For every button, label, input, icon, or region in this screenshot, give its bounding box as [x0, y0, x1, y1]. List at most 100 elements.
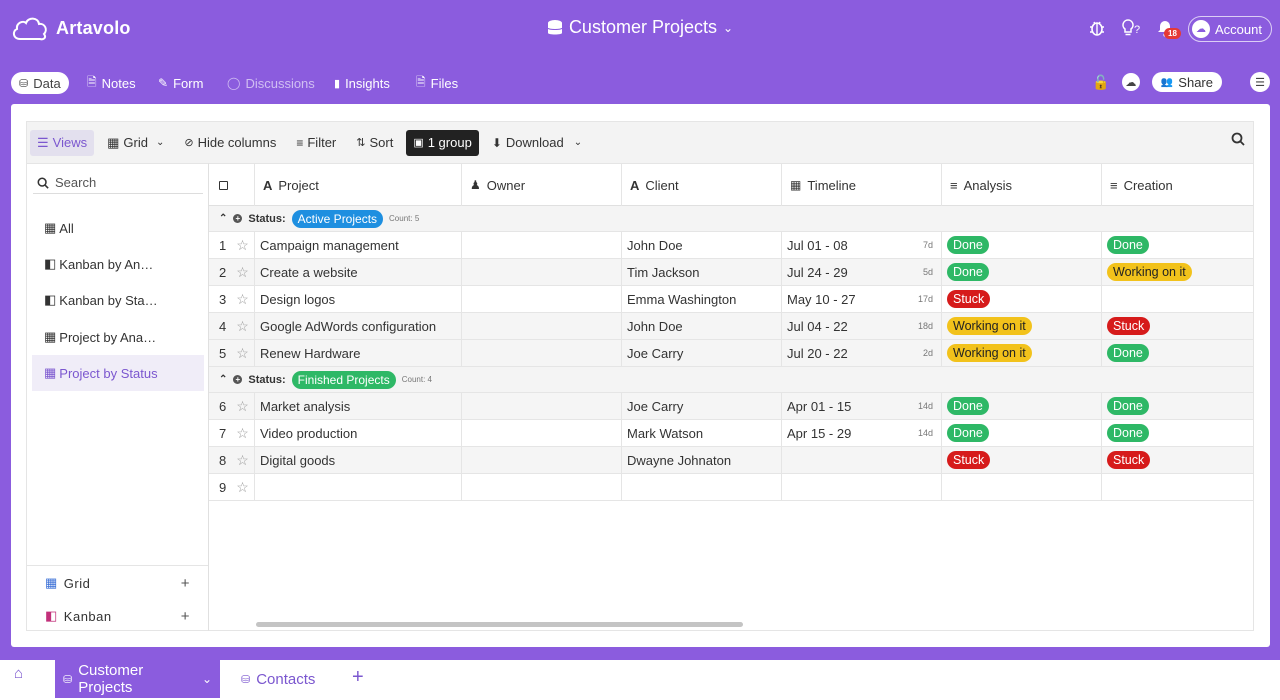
plus-icon[interactable]: +: [180, 574, 190, 592]
cell-project[interactable]: Create a website: [255, 259, 462, 285]
chevron-down-icon[interactable]: ⌄: [722, 20, 734, 35]
filter-button[interactable]: ≡ Filter: [289, 130, 343, 156]
star-icon[interactable]: ☆: [236, 478, 249, 495]
cell-creation[interactable]: [1102, 474, 1253, 500]
tab-form[interactable]: ✎ Form: [150, 72, 211, 94]
cell-client[interactable]: Dwayne Johnaton: [622, 447, 782, 473]
menu-icon[interactable]: ☰: [1250, 72, 1270, 92]
view-item-kanban-analysis[interactable]: ◧ Kanban by An…: [32, 246, 204, 282]
cell-creation[interactable]: Done: [1102, 232, 1253, 258]
cell-owner[interactable]: [462, 313, 622, 339]
cell-analysis[interactable]: Done: [942, 420, 1102, 446]
star-icon[interactable]: ☆: [236, 424, 249, 441]
cell-client[interactable]: Tim Jackson: [622, 259, 782, 285]
cell-client[interactable]: John Doe: [622, 232, 782, 258]
bottom-tab-customer-projects[interactable]: ⛁ Customer Projects ⌄: [55, 660, 220, 698]
star-icon[interactable]: ☆: [236, 236, 249, 253]
cell-owner[interactable]: [462, 286, 622, 312]
table-row[interactable]: 8 ☆ Digital goods Dwayne Johnaton Stuck Stuck: [209, 447, 1253, 474]
cell-analysis[interactable]: [942, 474, 1102, 500]
bug-icon[interactable]: [1088, 19, 1106, 40]
tab-files[interactable]: 🗎 Files: [408, 72, 466, 94]
sort-button[interactable]: ⇅ Sort: [349, 130, 400, 156]
add-table-icon[interactable]: +: [352, 666, 364, 688]
cell-timeline[interactable]: Jul 01 - 08 7d: [782, 232, 942, 258]
column-header-project[interactable]: A Project: [255, 164, 462, 206]
notifications-bell-icon[interactable]: 18: [1156, 19, 1181, 40]
cell-creation[interactable]: Done: [1102, 393, 1253, 419]
star-icon[interactable]: ☆: [236, 397, 249, 414]
table-row[interactable]: 3 ☆ Design logos Emma Washington May 10 - 27…: [209, 286, 1253, 313]
star-icon[interactable]: ☆: [236, 317, 249, 334]
cell-project[interactable]: Google AdWords configuration: [255, 313, 462, 339]
download-button[interactable]: ⬇ Download ⌄: [485, 130, 589, 156]
add-circle-icon[interactable]: +: [233, 214, 243, 223]
cell-creation[interactable]: Working on it: [1102, 259, 1253, 285]
cell-creation[interactable]: Stuck: [1102, 447, 1253, 473]
bottom-tab-contacts[interactable]: ⛁ Contacts: [233, 660, 323, 698]
views-search-input[interactable]: Search: [33, 172, 203, 194]
home-icon[interactable]: ⌂: [14, 665, 24, 682]
row-number-cell[interactable]: 3 ☆: [209, 286, 255, 312]
tab-discussions[interactable]: ◯ Discussions: [219, 72, 323, 94]
tab-data[interactable]: ⛁ Data: [11, 72, 69, 94]
table-row[interactable]: 5 ☆ Renew Hardware Joe Carry Jul 20 - 22 2d Wo…: [209, 340, 1253, 367]
cell-project[interactable]: Digital goods: [255, 447, 462, 473]
cell-analysis[interactable]: Working on it: [942, 340, 1102, 366]
cell-owner[interactable]: [462, 447, 622, 473]
cell-timeline[interactable]: [782, 447, 942, 473]
cell-timeline[interactable]: May 10 - 27 17d: [782, 286, 942, 312]
star-icon[interactable]: ☆: [236, 263, 249, 280]
tab-notes[interactable]: 🗎 Notes: [79, 72, 144, 94]
row-number-cell[interactable]: 9 ☆: [209, 474, 255, 500]
star-icon[interactable]: ☆: [236, 344, 249, 361]
cell-analysis[interactable]: Done: [942, 232, 1102, 258]
create-grid-view[interactable]: ▦ Grid +: [27, 568, 208, 598]
add-circle-icon[interactable]: +: [233, 375, 243, 384]
cell-timeline[interactable]: Apr 15 - 29 14d: [782, 420, 942, 446]
hide-columns-button[interactable]: ⊘ Hide columns: [177, 130, 283, 156]
collaborator-avatar[interactable]: ☁: [1121, 73, 1140, 91]
grid-view-dropdown[interactable]: ▦ Grid ⌄: [100, 130, 171, 156]
views-button[interactable]: ☰ Views: [30, 129, 95, 156]
select-all-checkbox[interactable]: [209, 164, 255, 206]
row-number-cell[interactable]: 1 ☆: [209, 232, 255, 258]
table-row[interactable]: 7 ☆ Video production Mark Watson Apr 15 - 29…: [209, 420, 1253, 447]
row-number-cell[interactable]: 7 ☆: [209, 420, 255, 446]
cell-timeline[interactable]: Jul 20 - 22 2d: [782, 340, 942, 366]
search-icon[interactable]: [1231, 132, 1245, 149]
row-number-cell[interactable]: 8 ☆: [209, 447, 255, 473]
cell-project[interactable]: Campaign management: [255, 232, 462, 258]
group-header[interactable]: ⌃ + Status: Active Projects Count: 5: [209, 206, 1253, 232]
cell-client[interactable]: John Doe: [622, 313, 782, 339]
cell-client[interactable]: Joe Carry: [622, 340, 782, 366]
view-item-project-status[interactable]: ▦ Project by Status: [32, 355, 204, 391]
group-button[interactable]: ▣ 1 group: [406, 129, 479, 156]
column-header-creation[interactable]: ≡ Creation: [1102, 164, 1253, 206]
cell-analysis[interactable]: Stuck: [942, 447, 1102, 473]
cell-analysis[interactable]: Stuck: [942, 286, 1102, 312]
cell-client[interactable]: Mark Watson: [622, 420, 782, 446]
cell-timeline[interactable]: Jul 24 - 29 5d: [782, 259, 942, 285]
cell-project[interactable]: Design logos: [255, 286, 462, 312]
cell-creation[interactable]: Done: [1102, 340, 1253, 366]
plus-icon[interactable]: +: [180, 607, 190, 625]
cell-timeline[interactable]: Apr 01 - 15 14d: [782, 393, 942, 419]
column-header-client[interactable]: A Client: [622, 164, 782, 206]
view-item-all[interactable]: ▦ All: [32, 210, 204, 246]
table-row[interactable]: 1 ☆ Campaign management John Doe Jul 01 - 08…: [209, 232, 1253, 259]
cell-creation[interactable]: [1102, 286, 1253, 312]
column-header-analysis[interactable]: ≡ Analysis: [942, 164, 1102, 206]
row-number-cell[interactable]: 2 ☆: [209, 259, 255, 285]
cell-analysis[interactable]: Done: [942, 393, 1102, 419]
chevron-up-icon[interactable]: ⌃: [219, 213, 228, 224]
cell-timeline[interactable]: Jul 04 - 22 18d: [782, 313, 942, 339]
column-header-owner[interactable]: ♟ Owner: [462, 164, 622, 206]
cell-analysis[interactable]: Done: [942, 259, 1102, 285]
cell-analysis[interactable]: Working on it: [942, 313, 1102, 339]
row-number-cell[interactable]: 5 ☆: [209, 340, 255, 366]
table-row[interactable]: 6 ☆ Market analysis Joe Carry Apr 01 - 15 14d…: [209, 393, 1253, 420]
cell-project[interactable]: Market analysis: [255, 393, 462, 419]
create-kanban-view[interactable]: ◧ Kanban +: [27, 601, 208, 631]
cell-client[interactable]: [622, 474, 782, 500]
